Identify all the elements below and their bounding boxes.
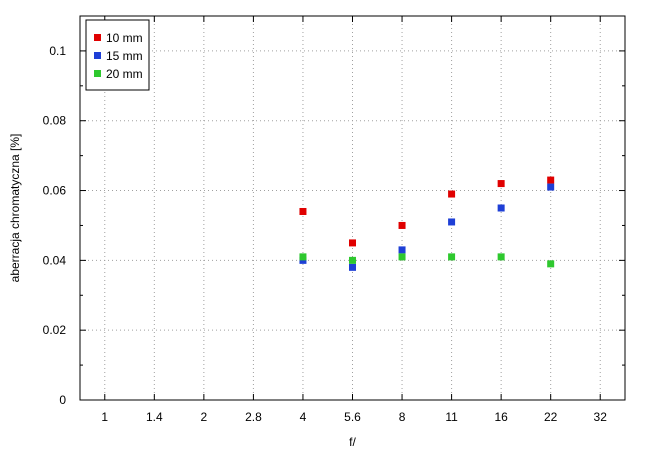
data-point [299,253,307,261]
axis-ticks [80,16,625,401]
y-tick-label: 0.08 [43,114,67,128]
data-point [349,263,356,271]
data-point [398,221,406,229]
data-point [497,253,505,261]
data-point [398,246,406,254]
legend-label: 10 mm [106,31,143,45]
x-tick-label: 16 [494,410,508,424]
x-tick-label: 2 [201,410,208,424]
grid [80,16,625,400]
data-point [547,260,555,268]
legend: 10 mm 15 mm 20 mm [85,19,150,91]
data-point [299,207,307,215]
y-tick-label: 0.04 [43,253,67,267]
plot-frame [79,15,626,401]
x-tick-label: 1.4 [146,410,163,424]
y-axis-label: aberracja chromatyczna [%] [8,134,22,283]
data-point [398,253,406,261]
x-tick-label: 1 [101,410,108,424]
x-tick-label: 11 [445,410,458,424]
y-tick-labels: 0 0.02 0.04 0.06 0.08 0.1 [43,44,67,407]
y-tick-label: 0.02 [43,323,67,337]
x-tick-labels: 1 1.4 2 2.8 4 5.6 8 11 16 22 32 [101,410,607,424]
legend-marker [94,52,101,59]
legend-label: 15 mm [106,49,143,63]
x-tick-label: 2.8 [245,410,262,424]
legend-marker [94,70,101,77]
legend-label: 20 mm [106,67,143,81]
x-tick-label: 32 [594,410,608,424]
data-point [448,190,456,198]
y-tick-label: 0.06 [43,184,67,198]
data-point [448,253,456,261]
data-point [349,256,356,264]
data-point [497,180,505,188]
data-point [349,239,356,247]
x-tick-label: 5.6 [344,410,361,424]
legend-marker [94,34,101,41]
x-axis-label: f/ [349,435,356,449]
data-point [448,218,456,226]
y-tick-label: 0.1 [49,44,66,58]
data-point [547,183,555,191]
x-tick-label: 4 [300,410,307,424]
x-tick-label: 8 [399,410,406,424]
data-point [547,176,555,184]
x-tick-label: 22 [544,410,558,424]
data-point [497,204,505,212]
y-tick-label: 0 [59,393,66,407]
data-points [299,176,555,271]
